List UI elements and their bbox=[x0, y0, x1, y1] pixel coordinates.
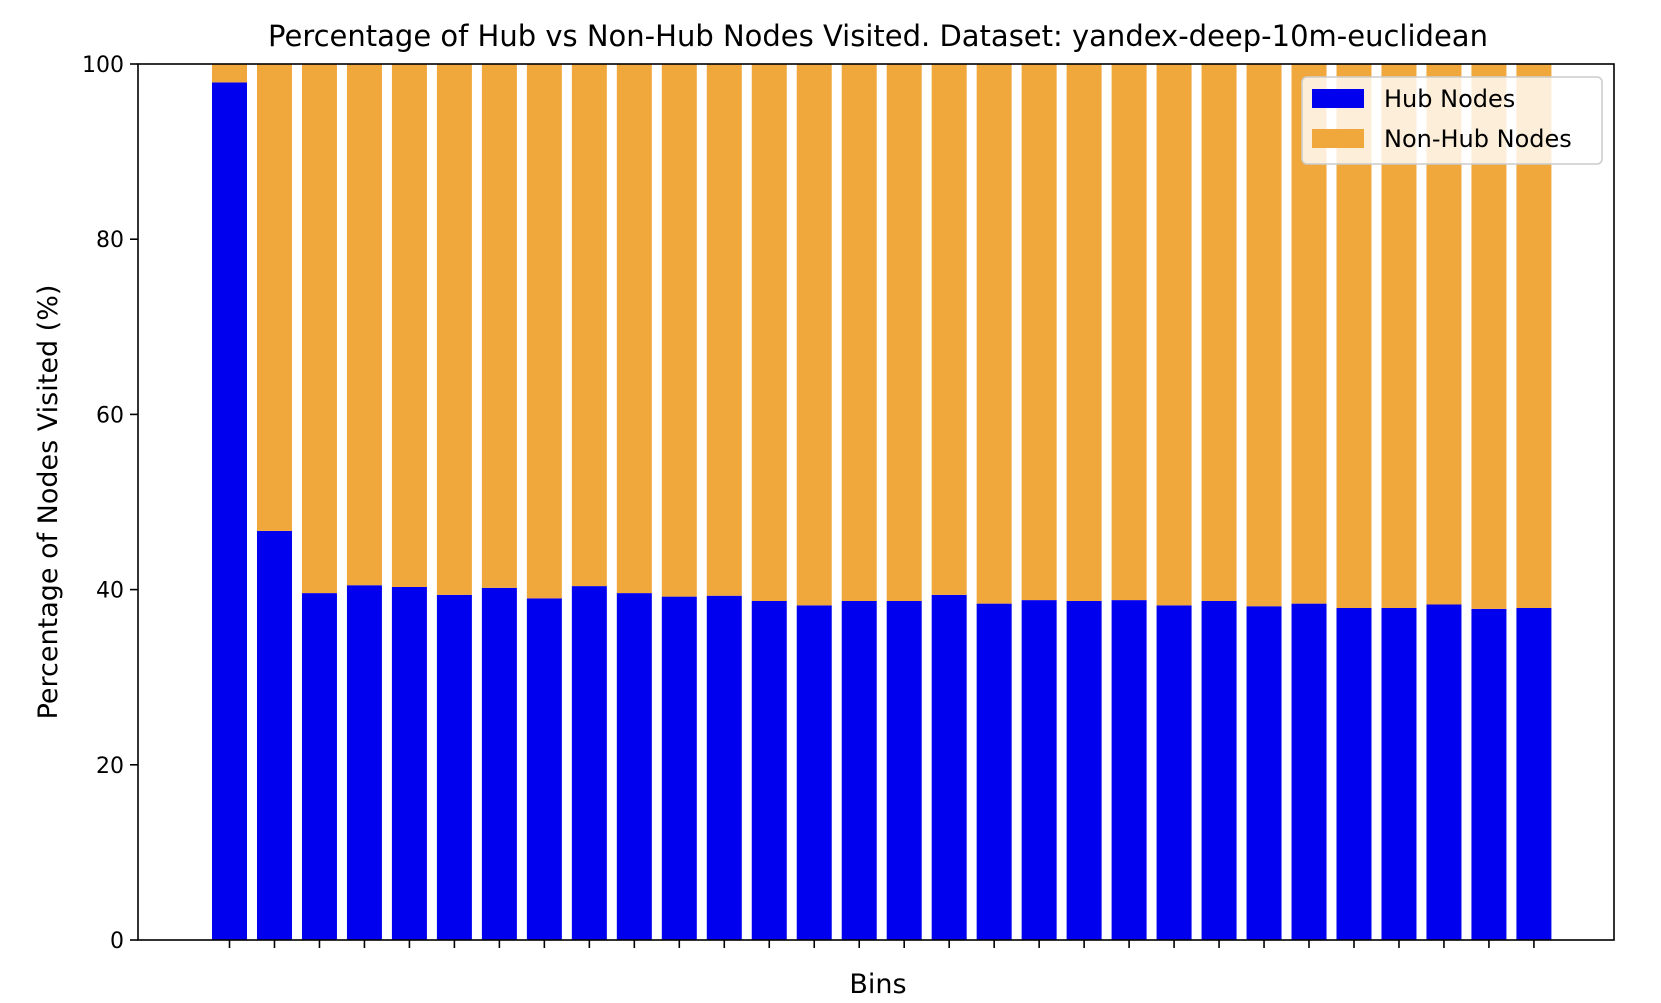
bar-hub-12 bbox=[706, 595, 742, 940]
bar-hub-27 bbox=[1381, 608, 1417, 940]
bar-hub-14 bbox=[796, 605, 832, 940]
bar-hub-19 bbox=[1021, 600, 1057, 940]
bar-hub-3 bbox=[301, 593, 337, 940]
bar-non-hub-7 bbox=[481, 64, 517, 588]
bar-non-hub-13 bbox=[751, 64, 787, 601]
legend: Hub Nodes Non-Hub Nodes bbox=[1301, 76, 1603, 165]
bar-non-hub-24 bbox=[1246, 64, 1282, 607]
bar-hub-4 bbox=[346, 585, 382, 940]
legend-label-hub: Hub Nodes bbox=[1384, 85, 1515, 113]
bar-hub-28 bbox=[1426, 604, 1462, 940]
bar-non-hub-15 bbox=[841, 64, 877, 601]
y-tick-label-20: 20 bbox=[96, 754, 124, 779]
y-tick-label-40: 40 bbox=[96, 579, 124, 604]
bar-hub-30 bbox=[1516, 608, 1552, 940]
bar-non-hub-4 bbox=[346, 64, 382, 586]
bar-non-hub-10 bbox=[616, 64, 652, 594]
legend-swatch-hub bbox=[1312, 89, 1364, 108]
chart-title: Percentage of Hub vs Non-Hub Nodes Visit… bbox=[268, 19, 1488, 53]
bars-layer bbox=[212, 64, 1552, 940]
bar-hub-20 bbox=[1066, 600, 1102, 940]
bar-non-hub-21 bbox=[1111, 64, 1147, 601]
x-axis bbox=[228, 940, 1535, 948]
y-tick-label-60: 60 bbox=[96, 403, 124, 428]
legend-box bbox=[1301, 76, 1603, 165]
bar-hub-29 bbox=[1471, 608, 1507, 940]
bar-hub-5 bbox=[391, 586, 427, 940]
bar-hub-8 bbox=[526, 598, 562, 940]
bar-hub-13 bbox=[751, 600, 787, 940]
bar-non-hub-18 bbox=[976, 64, 1012, 604]
bar-hub-7 bbox=[481, 587, 517, 940]
bar-hub-21 bbox=[1111, 600, 1147, 940]
bar-hub-18 bbox=[976, 603, 1012, 940]
bar-hub-16 bbox=[886, 600, 922, 940]
bar-hub-24 bbox=[1246, 606, 1282, 940]
bar-hub-6 bbox=[436, 594, 472, 940]
bar-hub-9 bbox=[571, 586, 607, 940]
plot-frame bbox=[137, 63, 1615, 941]
bar-non-hub-8 bbox=[526, 64, 562, 599]
bar-non-hub-22 bbox=[1156, 64, 1192, 606]
bar-non-hub-3 bbox=[301, 64, 337, 594]
bar-hub-17 bbox=[931, 594, 967, 940]
bar-non-hub-2 bbox=[256, 64, 292, 531]
bar-non-hub-6 bbox=[436, 64, 472, 595]
bar-non-hub-23 bbox=[1201, 64, 1237, 601]
bar-hub-23 bbox=[1201, 600, 1237, 940]
bar-non-hub-1 bbox=[212, 64, 247, 83]
x-axis-label: Bins bbox=[849, 969, 906, 1000]
bar-hub-22 bbox=[1156, 605, 1192, 940]
y-tick-label-100: 100 bbox=[82, 53, 124, 78]
bar-non-hub-12 bbox=[706, 64, 742, 596]
y-axis: 0 20 40 60 80 100 bbox=[82, 53, 138, 954]
bar-non-hub-9 bbox=[571, 64, 607, 587]
bar-non-hub-11 bbox=[661, 64, 697, 597]
bar-hub-2 bbox=[256, 530, 292, 940]
bar-non-hub-20 bbox=[1066, 64, 1102, 601]
y-axis-label: Percentage of Nodes Visited (%) bbox=[33, 285, 64, 720]
bar-hub-10 bbox=[616, 593, 652, 940]
y-tick-label-0: 0 bbox=[110, 929, 124, 954]
legend-label-non-hub: Non-Hub Nodes bbox=[1384, 125, 1572, 153]
bar-hub-26 bbox=[1336, 608, 1372, 940]
y-tick-label-80: 80 bbox=[96, 228, 124, 253]
bar-non-hub-14 bbox=[796, 64, 832, 606]
bar-non-hub-16 bbox=[886, 64, 922, 601]
bar-non-hub-19 bbox=[1021, 64, 1057, 601]
legend-swatch-non-hub bbox=[1312, 129, 1364, 148]
bar-hub-25 bbox=[1291, 603, 1327, 940]
bar-non-hub-17 bbox=[931, 64, 967, 595]
bar-hub-1 bbox=[212, 82, 247, 940]
bar-hub-15 bbox=[841, 600, 877, 940]
bar-hub-11 bbox=[661, 596, 697, 940]
bar-non-hub-5 bbox=[391, 64, 427, 587]
